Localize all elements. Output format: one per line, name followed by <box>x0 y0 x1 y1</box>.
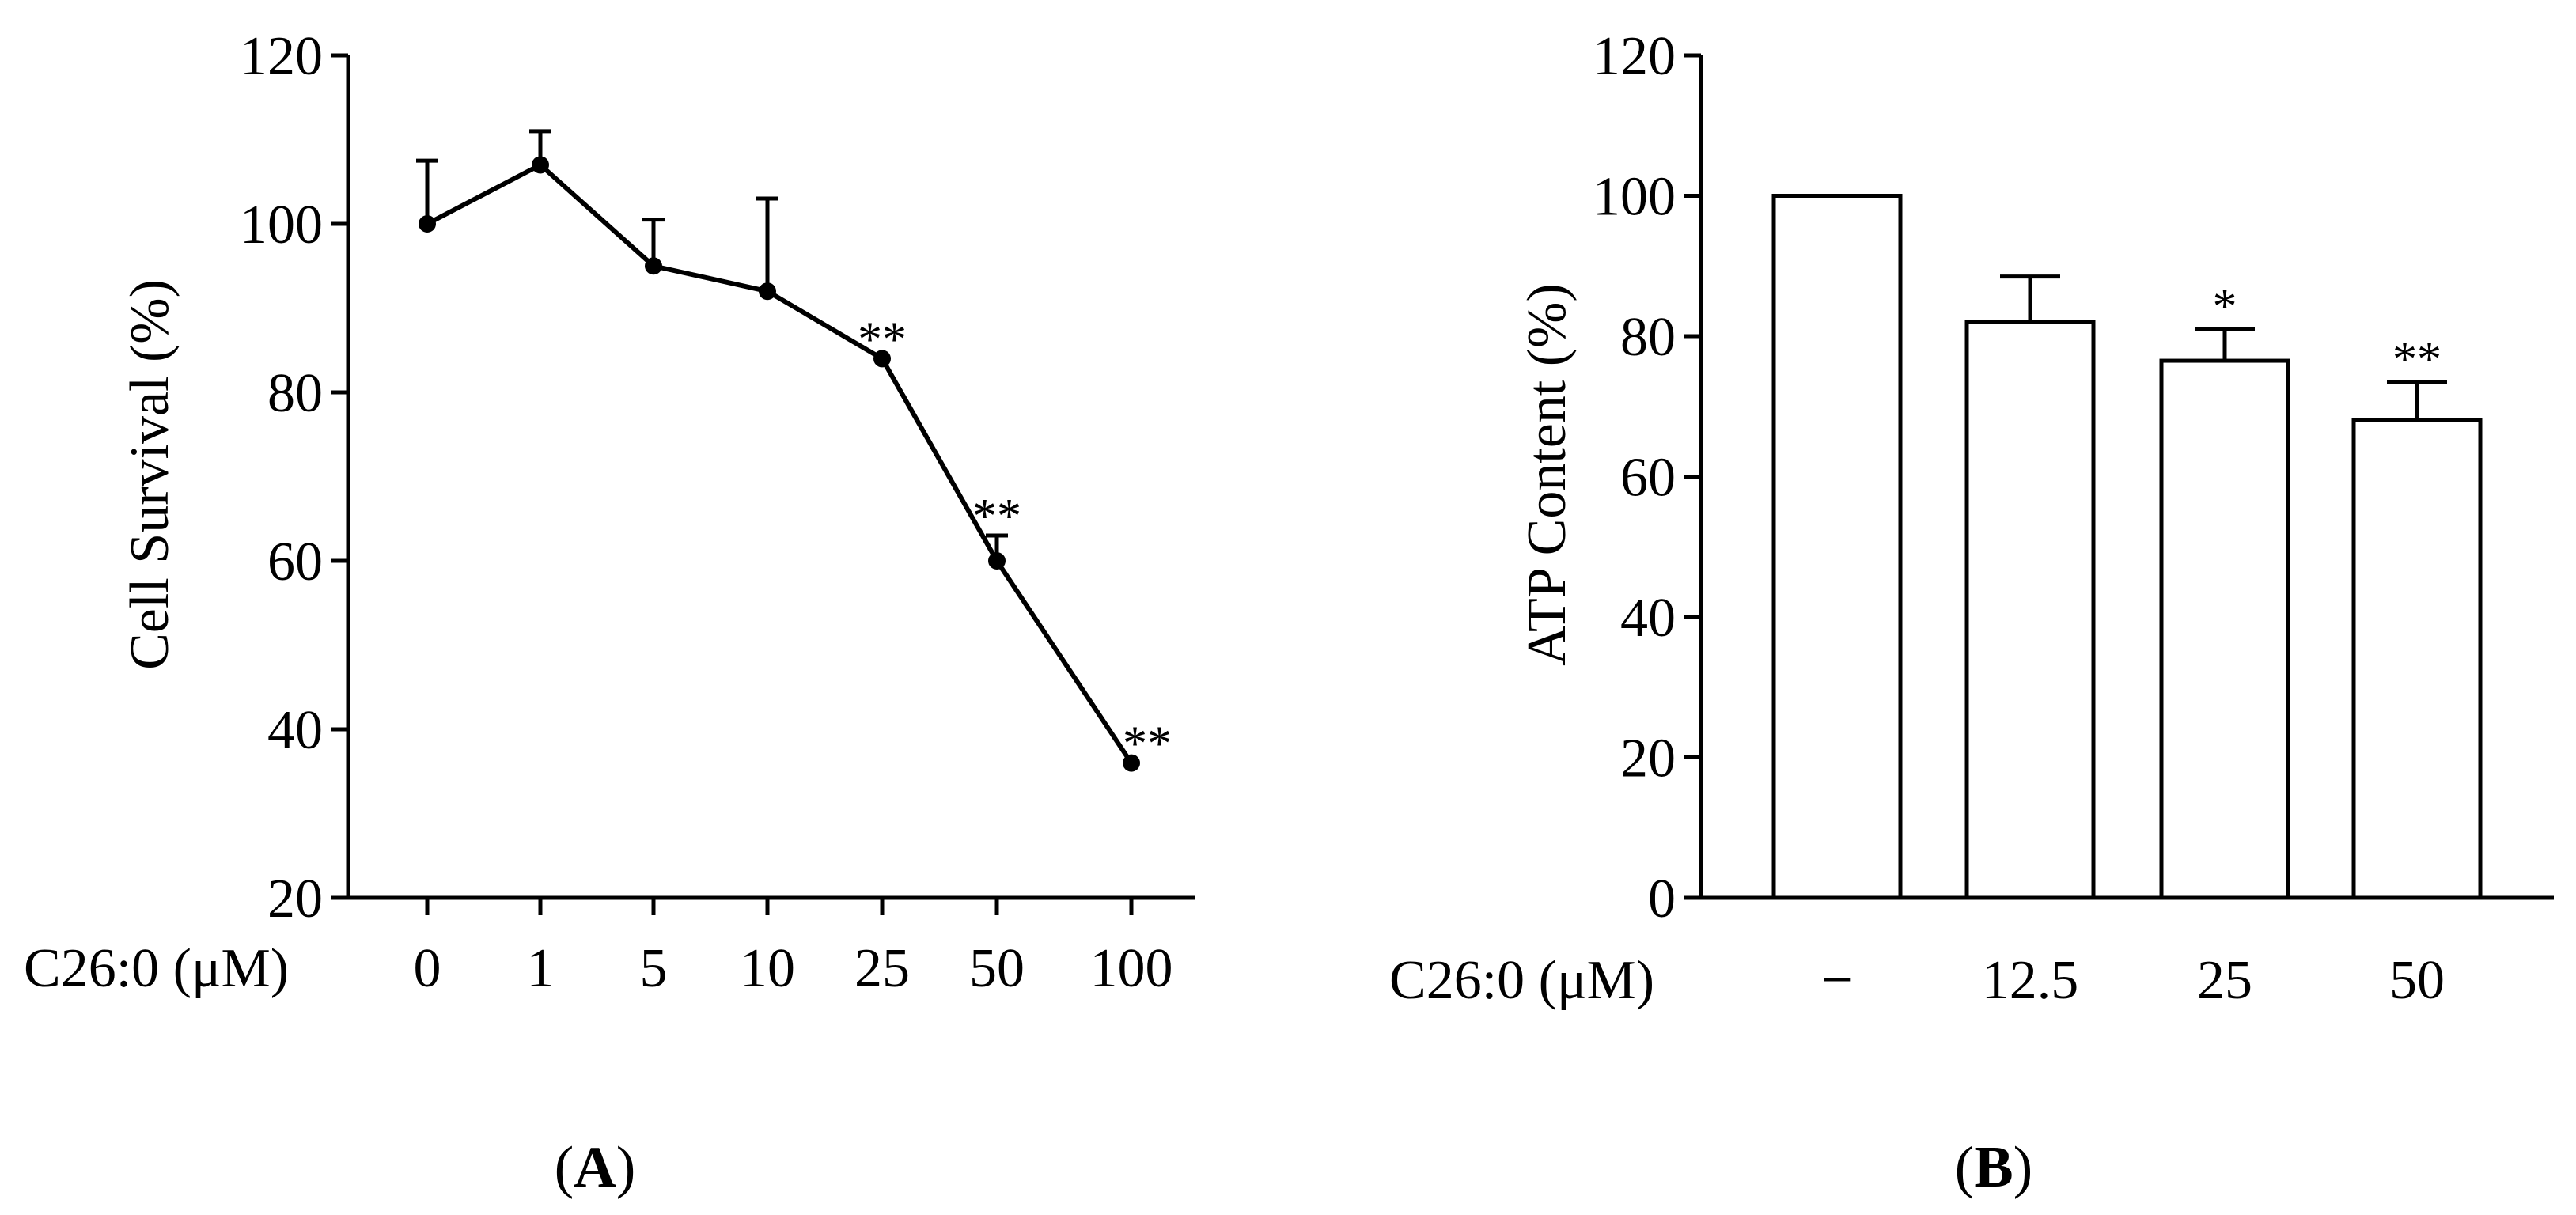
panel-b-x-tick-label: − <box>1821 950 1852 1011</box>
panel-a-x-tick-label: 100 <box>1090 938 1173 999</box>
panel-a-line-chart: 20 40 60 80 100 120 0 1 5 10 25 50 100 ** ** ** Cell S… <box>24 26 1195 1200</box>
panel-b-y-tick-label: 0 <box>1648 869 1676 929</box>
panel-a-y-axis-title: Cell Survival (%) <box>119 279 180 670</box>
panel-a-label: (A) <box>555 1135 636 1200</box>
panel-a-x-tick-label: 25 <box>854 938 910 999</box>
panel-a-x-tick-label: 10 <box>740 938 795 999</box>
panel-b-label-close-paren: ) <box>2013 1135 2033 1200</box>
panel-b-y-axis-title: ATP Content (%) <box>1517 283 1578 665</box>
panel-a-y-tick-label: 20 <box>267 869 323 929</box>
panel-a-marks: ** ** ** <box>416 129 1172 772</box>
panel-a-data-point <box>759 282 776 301</box>
panel-b-bar <box>1964 320 2096 900</box>
panel-b-label: (B) <box>1955 1135 2033 1200</box>
panel-b-y-tick-label: 120 <box>1593 26 1676 87</box>
panel-a-y-tick-label: 100 <box>240 195 323 255</box>
panel-a-data-point <box>988 552 1006 570</box>
panel-a-significance-marker: ** <box>1123 717 1172 771</box>
panel-a-data-point <box>532 156 549 174</box>
panel-a-axes: 20 40 60 80 100 120 0 1 5 10 25 50 100 <box>240 26 1195 999</box>
panel-b-y-tick-label: 60 <box>1620 448 1676 509</box>
panel-b-y-tick-label: 100 <box>1593 167 1676 228</box>
panel-a-x-tick-label: 5 <box>640 938 668 999</box>
panel-a-x-tick-label: 50 <box>969 938 1025 999</box>
panel-b-y-tick-label: 40 <box>1620 588 1676 649</box>
panel-a-significance-marker: ** <box>858 312 907 366</box>
panel-b-y-tick-label: 20 <box>1620 729 1676 789</box>
panel-b-x-tick-label: 25 <box>2197 950 2252 1011</box>
panel-b-significance-marker: * <box>2213 280 2237 334</box>
panel-a-y-tick-label: 120 <box>240 26 323 87</box>
panel-b-bar <box>2159 358 2290 900</box>
panel-a-label-close-paren: ) <box>616 1135 636 1200</box>
panel-a-x-tick-label: 0 <box>414 938 441 999</box>
panel-b-label-letter: B <box>1974 1135 2013 1200</box>
panel-a-x-tick-label: 1 <box>527 938 555 999</box>
panel-b-x-tick-label: 50 <box>2389 950 2445 1011</box>
panel-a-y-tick-label: 80 <box>267 363 323 424</box>
panel-a-data-point <box>419 215 436 233</box>
panel-a-series-line <box>426 161 1134 765</box>
panel-b-x-prefix-label: C26:0 (μM) <box>1389 950 1654 1011</box>
panel-a-data-point <box>1123 754 1140 772</box>
panel-a-y-tick-label: 40 <box>267 700 323 761</box>
panel-b-bar <box>2351 418 2483 900</box>
panel-a-label-letter: A <box>574 1135 616 1200</box>
panel-a-data-point <box>645 257 662 275</box>
panel-b-significance-marker: ** <box>2392 333 2442 387</box>
panel-a-data-point <box>873 350 891 368</box>
panel-a-label-open-paren: ( <box>555 1135 574 1200</box>
panel-a-significance-marker: ** <box>972 490 1021 543</box>
panel-a-y-tick-label: 60 <box>267 532 323 592</box>
panel-a-x-prefix-label: C26:0 (μM) <box>24 938 289 999</box>
panel-b-label-open-paren: ( <box>1955 1135 1975 1200</box>
panel-b-x-tick-label: 12.5 <box>1982 950 2079 1011</box>
panel-b-marks: *** <box>1771 194 2483 900</box>
panel-b-y-tick-label: 80 <box>1620 307 1676 368</box>
panel-b-bar <box>1771 194 1903 900</box>
